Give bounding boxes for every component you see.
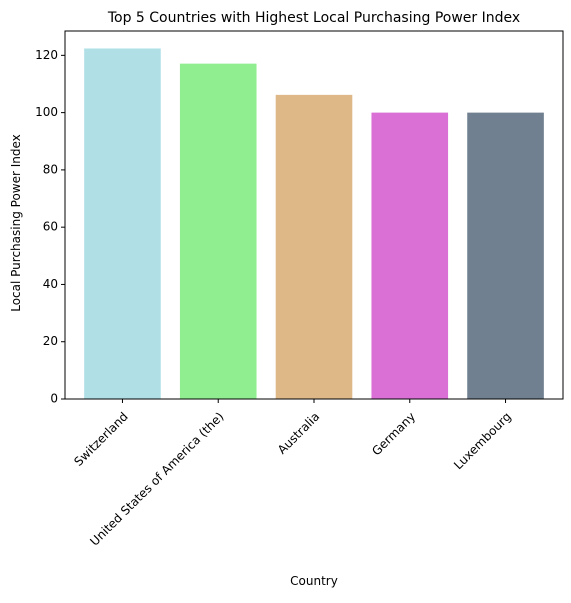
plot-frame	[64, 30, 564, 400]
bar-germany	[371, 112, 449, 400]
y-axis-label: Local Purchasing Power Index	[9, 134, 23, 312]
y-tick-label: 60	[43, 220, 58, 234]
bar-united-states-of-america-the	[179, 63, 257, 400]
x-tick-label: Germany	[369, 409, 418, 458]
y-tick-label: 40	[43, 277, 58, 291]
x-tick-label: Australia	[275, 409, 322, 456]
bar-australia	[275, 94, 353, 400]
bar-switzerland	[84, 48, 161, 399]
y-tick-label: 20	[43, 334, 58, 348]
x-axis-label: Country	[290, 574, 338, 588]
bar-luxembourg	[467, 112, 544, 400]
y-tick-label: 80	[43, 162, 58, 176]
x-tick-label: Switzerland	[71, 409, 130, 468]
y-tick-label: 120	[35, 48, 58, 62]
x-tick-label: Luxembourg	[451, 409, 514, 472]
y-tick-label: 100	[35, 105, 58, 119]
y-tick-label: 0	[50, 392, 58, 406]
chart-title: Top 5 Countries with Highest Local Purch…	[107, 10, 520, 26]
